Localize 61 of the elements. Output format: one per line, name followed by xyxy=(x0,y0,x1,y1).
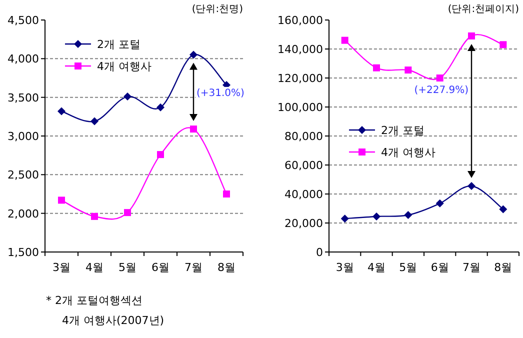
x-tick-label: 6월 xyxy=(430,261,449,274)
point xyxy=(341,36,348,44)
x-tick-label: 4월 xyxy=(86,261,104,274)
point xyxy=(340,214,349,223)
point xyxy=(190,126,197,133)
point xyxy=(190,50,198,59)
y-tick-label: 2,000 xyxy=(8,207,39,220)
x-tick-label: 8월 xyxy=(218,261,236,274)
legend-label: 4개 여행사 xyxy=(381,146,436,159)
point xyxy=(404,66,412,74)
y-tick-label: 100,000 xyxy=(278,101,323,114)
point xyxy=(500,41,507,48)
x-tick-label: 3월 xyxy=(52,261,70,274)
point xyxy=(468,182,476,190)
legend-label: 2개 포털 xyxy=(381,124,424,137)
y-tick-label: 40,000 xyxy=(284,188,323,201)
point xyxy=(468,32,475,40)
y-tick-label: 3,500 xyxy=(8,91,39,104)
text: 4개 여행사(2007년) xyxy=(62,314,164,327)
y-tick-label: 140,000 xyxy=(278,43,323,56)
point xyxy=(373,64,380,72)
point xyxy=(124,92,132,101)
chart-subtitle: (단위:천페이지) xyxy=(448,4,520,15)
y-tick-label: 1,500 xyxy=(8,246,39,259)
x-tick-label: 4월 xyxy=(368,261,386,274)
point xyxy=(156,103,164,112)
y-tick-label: 160,000 xyxy=(278,14,323,27)
point xyxy=(372,212,380,220)
x-tick-label: 8월 xyxy=(494,261,512,274)
point xyxy=(91,212,98,220)
chart-subtitle: (단위:천명) xyxy=(192,4,244,15)
point xyxy=(436,74,444,82)
y-tick-label: 3,000 xyxy=(8,130,39,143)
x-tick-label: 5월 xyxy=(118,261,136,274)
annotation: (+227.9%) xyxy=(414,84,469,96)
y-tick-label: 0 xyxy=(316,246,323,259)
x-tick-label: 3월 xyxy=(336,261,354,274)
legend-label: 4개 여행사 xyxy=(97,60,152,73)
x-tick-label: 5월 xyxy=(399,261,418,274)
y-tick-label: 60,000 xyxy=(284,159,323,172)
legend-label: 2개 포털 xyxy=(97,38,140,51)
point xyxy=(499,205,508,214)
y-tick-label: 4,000 xyxy=(8,52,39,66)
point xyxy=(124,209,131,216)
point xyxy=(223,190,230,198)
y-tick-label: 4,500 xyxy=(8,14,39,27)
point xyxy=(90,117,98,126)
point xyxy=(58,196,65,204)
text: * 2개 포털여행섹션 xyxy=(46,294,142,307)
x-tick-label: 7월 xyxy=(184,261,202,274)
y-tick-label: 120,000 xyxy=(278,72,323,85)
y-tick-label: 2,500 xyxy=(8,168,39,182)
point xyxy=(404,211,412,220)
x-tick-label: 6월 xyxy=(152,261,170,274)
point xyxy=(58,107,66,116)
y-tick-label: 20,000 xyxy=(284,217,323,230)
x-tick-label: 7월 xyxy=(462,261,480,274)
point xyxy=(436,199,444,208)
point xyxy=(157,151,164,158)
y-tick-label: 80,000 xyxy=(284,130,323,143)
annotation: (+31.0%) xyxy=(196,88,245,99)
